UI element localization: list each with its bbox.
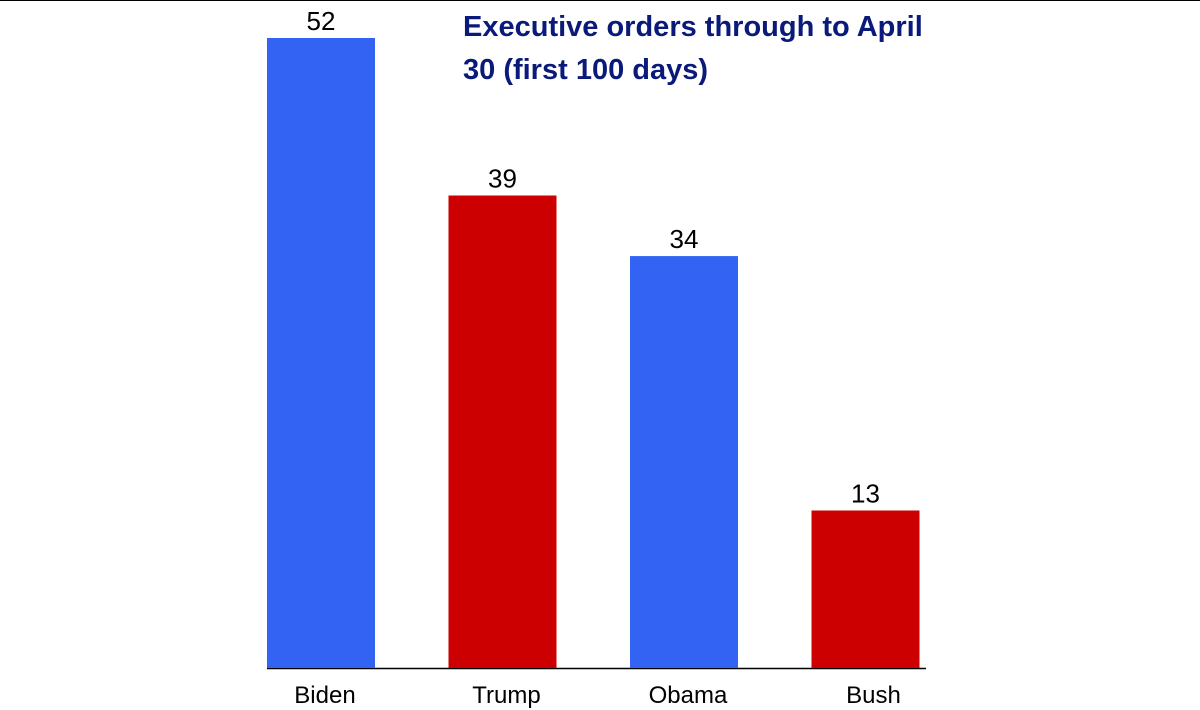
bar bbox=[267, 38, 375, 668]
chart-title: Executive orders through to April 30 (fi… bbox=[463, 11, 923, 86]
value-label: 39 bbox=[488, 164, 517, 194]
x-tick-label: Trump bbox=[472, 682, 540, 709]
bar bbox=[811, 510, 920, 668]
x-tick-label: Bush bbox=[846, 682, 901, 709]
value-label: 52 bbox=[307, 6, 336, 36]
value-label: 13 bbox=[851, 479, 880, 509]
bar bbox=[448, 195, 557, 668]
value-label: 34 bbox=[670, 224, 699, 254]
bar bbox=[630, 256, 738, 668]
x-tick-label: Obama bbox=[649, 682, 728, 709]
x-tick-label: Biden bbox=[294, 682, 355, 709]
